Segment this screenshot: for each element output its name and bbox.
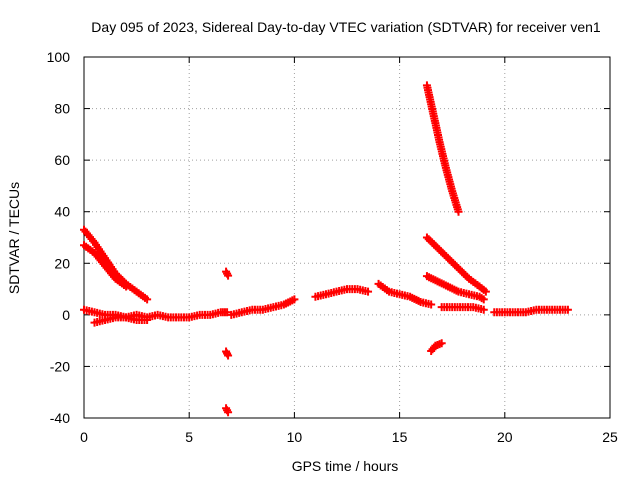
data-point <box>222 404 231 413</box>
x-tick-label: 25 <box>602 429 618 445</box>
series-arc-offset-0.5-3h <box>90 313 152 327</box>
series-arc-14-16h <box>374 279 436 309</box>
data-point <box>223 308 232 317</box>
y-tick-label: 60 <box>54 152 70 168</box>
series-arc-spike-6.8h <box>222 267 233 417</box>
x-axis-label: GPS time / hours <box>292 458 399 474</box>
x-tick-label: 10 <box>287 429 303 445</box>
x-tick-label: 20 <box>497 429 513 445</box>
data-point <box>437 339 446 348</box>
series-arc-11-13h <box>311 285 373 301</box>
data-point <box>224 408 233 417</box>
y-tick-label: 100 <box>47 49 71 65</box>
x-tick-label: 15 <box>392 429 408 445</box>
data-point <box>122 282 131 291</box>
x-tick-label: 5 <box>185 429 193 445</box>
data-point <box>563 305 572 314</box>
data-point <box>427 300 436 309</box>
series-arc-7-10h <box>227 295 299 319</box>
data-points <box>80 81 572 417</box>
plot-frame <box>83 56 611 419</box>
data-point <box>143 295 152 304</box>
series-arc-16.3-19.1h-upper <box>422 233 490 296</box>
series-arc-morning-decline-b <box>80 241 131 291</box>
series-arc-19.5-23h <box>490 305 572 317</box>
y-tick-label: -20 <box>50 358 70 374</box>
y-tick-label: 80 <box>54 101 70 117</box>
y-tick-label: -40 <box>50 410 70 426</box>
series-arc-morning-decline-a <box>80 225 152 304</box>
y-tick-label: 40 <box>54 204 70 220</box>
series-arc-steep-16.3-17.8h <box>422 81 463 216</box>
chart-title: Day 095 of 2023, Sidereal Day-to-day VTE… <box>91 19 601 35</box>
y-tick-label: 0 <box>62 307 70 323</box>
y-tick-label: 20 <box>54 255 70 271</box>
data-point <box>479 305 488 314</box>
axis-ticks: 0 5 10 15 20 25 -40 -20 0 20 40 60 80 100 <box>47 49 618 445</box>
data-point <box>481 287 490 296</box>
grid <box>84 57 610 418</box>
series-arc-17-19h-flat <box>437 303 488 314</box>
y-axis-label: SDTVAR / TECUs <box>6 182 22 294</box>
data-point <box>143 316 152 325</box>
data-point <box>224 351 233 360</box>
data-point <box>290 295 299 304</box>
series-arc-baseline-0-7h <box>80 305 232 322</box>
data-point <box>454 207 463 216</box>
series-arc-16.3-19h-lower <box>422 272 488 304</box>
x-tick-label: 0 <box>80 429 88 445</box>
data-point <box>479 295 488 304</box>
data-point <box>224 271 233 280</box>
series-arc-short-16.5-17h <box>427 339 446 355</box>
data-point <box>364 287 373 296</box>
